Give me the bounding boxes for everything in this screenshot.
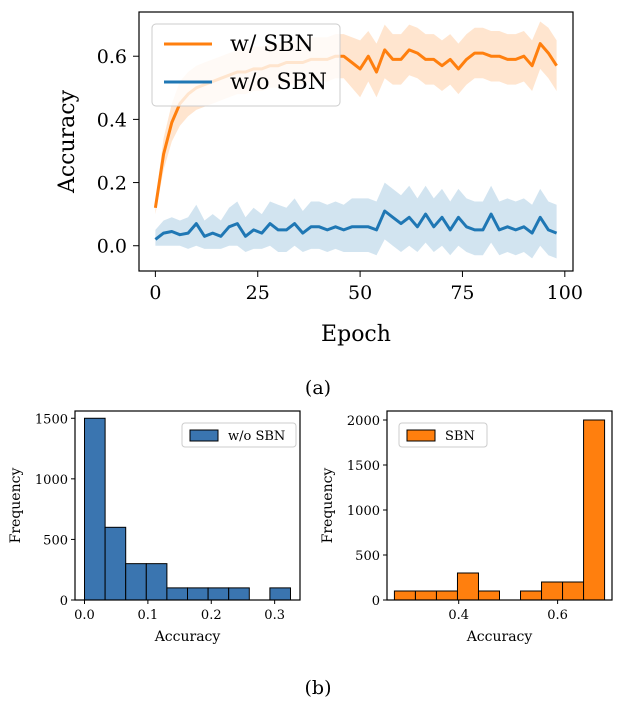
x-axis-label: Accuracy [466, 629, 533, 645]
x-tick-label: 75 [450, 282, 474, 304]
x-tick-label: 0.6 [547, 608, 568, 623]
histogram-bar [228, 587, 250, 601]
legend: SBN [398, 422, 488, 448]
legend-label: w/o SBN [230, 70, 327, 95]
histogram-bar [477, 590, 501, 601]
x-tick-label: 25 [246, 282, 270, 304]
y-tick-label: 500 [355, 549, 380, 564]
y-axis-label: Frequency [320, 468, 336, 544]
x-tick-label: 0.0 [74, 608, 95, 623]
y-tick-label: 0.4 [97, 109, 127, 131]
line-series-1 [154, 209, 558, 241]
caption-b: (b) [305, 677, 332, 699]
histogram-bar [104, 526, 127, 601]
x-tick-label: 0 [149, 282, 161, 304]
y-tick-label: 2000 [347, 414, 380, 429]
histogram-bar [562, 581, 585, 601]
histogram-bar [125, 563, 147, 601]
legend-label: SBN [445, 429, 475, 444]
y-axis-label: Frequency [8, 468, 24, 544]
line-chart: w/ SBN w/o SBN 0 25 50 75 100 0.0 0.2 0.4 0.6 Epoch… [55, 11, 583, 347]
y-axis-label: Accuracy [55, 89, 80, 194]
x-tick-label: 0.2 [201, 608, 222, 623]
x-tick-label: 0.4 [448, 608, 469, 623]
legend: w/ SBN w/o SBN [151, 23, 341, 107]
y-tick-label: 0.6 [97, 46, 127, 68]
legend-label: w/o SBN [228, 429, 285, 444]
axes-frame [138, 11, 574, 272]
histogram-bar [269, 587, 291, 601]
y-tick-label: 500 [43, 533, 68, 548]
x-tick-label: 0.3 [264, 608, 285, 623]
histogram-bar [583, 419, 606, 601]
legend-swatch [189, 429, 219, 442]
histogram-bar [84, 417, 106, 601]
histogram-bar [541, 581, 564, 601]
histogram-bar [456, 572, 479, 601]
y-tick-label: 1500 [35, 412, 68, 427]
y-tick-label: 0 [60, 594, 68, 609]
y-tick-label: 0 [372, 594, 380, 609]
axes-frame [74, 410, 301, 601]
y-tick-label: 0.2 [97, 173, 127, 195]
histogram-bar [435, 590, 458, 601]
histogram-bar [414, 590, 437, 601]
caption-a: (a) [305, 377, 331, 399]
y-tick-label: 1000 [347, 504, 380, 519]
x-tick-label: 100 [547, 282, 583, 304]
y-tick-label: 1500 [347, 459, 380, 474]
histogram-bar [187, 587, 209, 601]
histogram-bar [166, 587, 189, 601]
y-tick-label: 0.0 [97, 236, 127, 258]
axes-frame [386, 410, 613, 601]
x-axis-label: Accuracy [154, 629, 221, 645]
histogram-sbn: 0.4 0.6 0 500 1000 1500 2000 Accuracy Frequency S… [320, 410, 613, 645]
histogram-bar [520, 590, 543, 601]
histogram-without-sbn: 0.0 0.1 0.2 0.3 0 500 1000 1500 Accuracy Frequenc… [8, 410, 301, 645]
legend-label: w/ SBN [230, 32, 314, 57]
x-tick-label: 50 [348, 282, 372, 304]
histogram-bar [145, 563, 168, 601]
legend-swatch [406, 429, 436, 442]
histogram-bar [393, 590, 416, 601]
histogram-bar [207, 587, 230, 601]
band-series-1 [155, 182, 557, 259]
y-tick-label: 1000 [35, 473, 68, 488]
legend: w/o SBN [181, 422, 297, 448]
x-axis-label: Epoch [321, 322, 391, 347]
x-tick-label: 0.1 [138, 608, 159, 623]
